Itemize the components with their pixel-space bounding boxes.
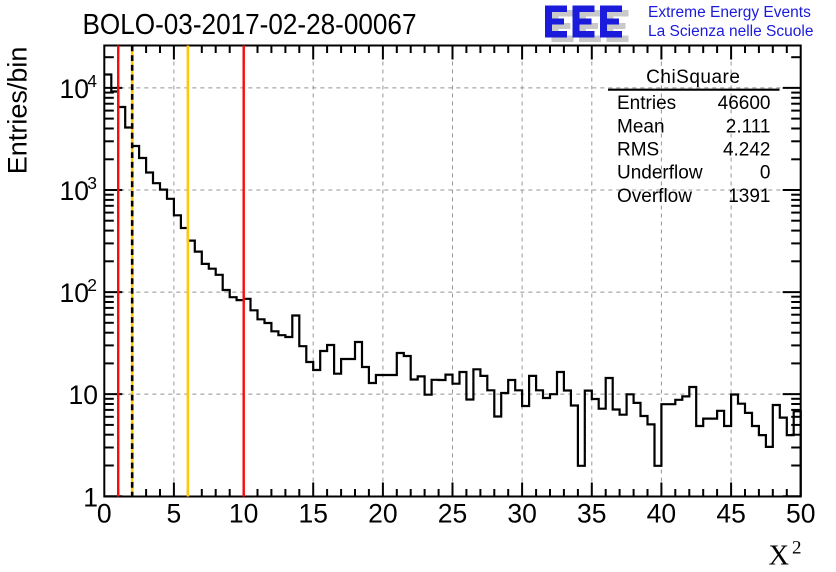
svg-text:50: 50 xyxy=(786,499,815,529)
svg-text:40: 40 xyxy=(647,499,676,529)
svg-text:35: 35 xyxy=(577,499,606,529)
svg-text:2: 2 xyxy=(87,275,97,295)
svg-text:2.111: 2.111 xyxy=(726,116,771,137)
svg-text:0: 0 xyxy=(97,499,112,529)
svg-text:1: 1 xyxy=(83,482,98,512)
svg-text:10: 10 xyxy=(60,278,89,308)
svg-text:RMS: RMS xyxy=(617,140,659,161)
svg-text:0: 0 xyxy=(760,163,771,184)
svg-text:30: 30 xyxy=(507,499,536,529)
svg-text:Mean: Mean xyxy=(617,116,665,137)
svg-text:1391: 1391 xyxy=(728,186,770,207)
svg-text:15: 15 xyxy=(298,499,327,529)
svg-text:10: 10 xyxy=(229,499,258,529)
svg-text:Entries: Entries xyxy=(617,93,676,114)
svg-text:ChiSquare: ChiSquare xyxy=(646,67,740,88)
svg-text:10: 10 xyxy=(60,176,89,206)
svg-text:4: 4 xyxy=(87,71,97,91)
svg-text:Overflow: Overflow xyxy=(617,186,692,207)
svg-text:Extreme Energy Events: Extreme Energy Events xyxy=(648,4,811,21)
svg-text:10: 10 xyxy=(69,380,98,410)
svg-text:25: 25 xyxy=(438,499,467,529)
svg-text:Underflow: Underflow xyxy=(617,163,703,184)
svg-text:X: X xyxy=(769,541,790,572)
svg-text:Entries/bin: Entries/bin xyxy=(3,47,33,175)
svg-text:5: 5 xyxy=(167,499,182,529)
svg-text:20: 20 xyxy=(368,499,397,529)
svg-text:La Scienza nelle Scuole: La Scienza nelle Scuole xyxy=(648,23,813,40)
svg-text:4.242: 4.242 xyxy=(723,140,771,161)
svg-text:3: 3 xyxy=(87,173,97,193)
svg-text:45: 45 xyxy=(716,499,745,529)
svg-text:2: 2 xyxy=(792,538,802,559)
svg-text:BOLO-03-2017-02-28-00067: BOLO-03-2017-02-28-00067 xyxy=(83,9,417,41)
svg-text:46600: 46600 xyxy=(718,93,771,114)
svg-text:10: 10 xyxy=(60,74,89,104)
